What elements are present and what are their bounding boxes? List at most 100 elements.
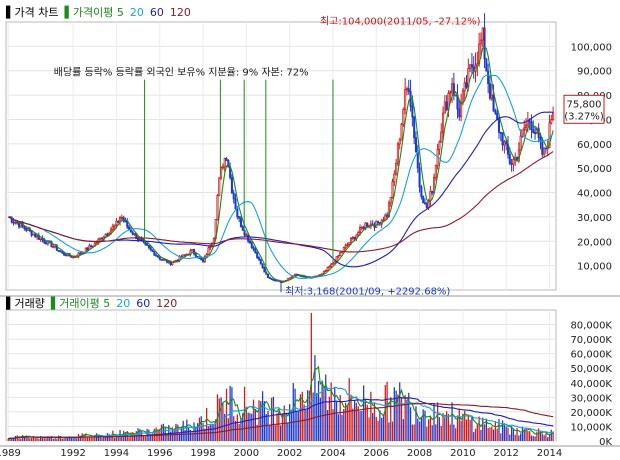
price-candle	[263, 267, 266, 273]
price-candle	[281, 281, 284, 283]
price-candle	[454, 94, 457, 97]
volume-bar	[245, 406, 247, 441]
price-candle	[384, 214, 387, 221]
price-candle	[328, 266, 331, 269]
price-candle	[342, 247, 345, 252]
price-candle	[324, 270, 327, 273]
volume-bar	[507, 427, 509, 441]
volume-bar	[393, 387, 395, 441]
price-candle	[470, 64, 473, 68]
volume-bar	[501, 420, 504, 441]
volume-bar	[402, 419, 404, 441]
volume-bar	[50, 436, 53, 441]
price-candle	[218, 177, 221, 196]
volume-bar	[510, 426, 513, 441]
volume-bar	[70, 437, 72, 441]
volume-bar	[173, 429, 175, 441]
volume-bar	[539, 431, 542, 441]
price-candle	[128, 226, 131, 230]
price-candle	[541, 141, 544, 155]
volume-bar	[99, 437, 101, 441]
volume-bar	[247, 412, 249, 441]
volume-bar	[343, 409, 345, 441]
price-candle	[250, 242, 253, 248]
x-tick-label: 1989	[0, 448, 21, 459]
price-candle	[525, 124, 528, 129]
volume-bar	[326, 410, 329, 441]
price-candle	[50, 241, 53, 248]
price-candle	[81, 252, 84, 255]
price-candle	[183, 254, 187, 257]
price-candle	[449, 91, 452, 94]
volume-bar	[86, 437, 89, 441]
price-candle	[440, 131, 443, 143]
price-candle	[344, 244, 347, 248]
x-tick-label: 2000	[234, 448, 259, 459]
price-candle	[232, 192, 235, 200]
volume-bar	[492, 429, 495, 441]
price-candle	[442, 112, 445, 133]
volume-bar	[357, 406, 359, 441]
volume-bar	[341, 414, 343, 441]
price-candle	[26, 228, 30, 231]
volume-bar	[263, 401, 266, 441]
low-annotation: 최저:3,168(2001/09, +2292.68%)	[285, 285, 450, 297]
price-candle	[95, 242, 98, 244]
volume-bar	[23, 437, 26, 441]
volume-bar	[242, 413, 244, 441]
volume-bar	[224, 413, 226, 441]
current-value-label: 75,800	[567, 99, 602, 110]
volume-bar	[500, 433, 502, 441]
volume-bar	[272, 396, 275, 441]
volume-bar	[162, 423, 164, 441]
volume-bar	[390, 397, 392, 441]
volume-bar	[115, 434, 118, 441]
volume-plot-area	[5, 309, 557, 442]
volume-bar	[227, 418, 229, 441]
price-candle	[111, 225, 114, 231]
price-plot-area	[5, 21, 557, 291]
volume-bar	[189, 429, 192, 441]
price-candle	[411, 105, 414, 118]
price-candle	[108, 232, 111, 236]
price-candle	[348, 242, 351, 245]
volume-bar	[530, 435, 533, 441]
price-y-tick-label: 20,000	[577, 237, 612, 248]
volume-bar	[545, 433, 547, 441]
volume-bar	[453, 424, 455, 441]
volume-bar	[61, 438, 63, 441]
volume-bar	[215, 419, 217, 441]
price-candle	[256, 252, 259, 258]
x-tick-label: 2010	[450, 448, 475, 459]
volume-bar	[43, 438, 45, 441]
price-candle	[395, 162, 398, 175]
price-candle	[99, 237, 102, 240]
volume-y-tick-label: 60,000K	[570, 350, 612, 361]
x-tick-label: 1998	[190, 448, 215, 459]
volume-bar	[261, 391, 264, 441]
volume-bar	[548, 433, 551, 441]
price-candle	[301, 275, 304, 278]
volume-bar	[222, 403, 224, 441]
price-candle	[534, 132, 537, 135]
price-candle	[404, 89, 407, 110]
price-candle	[290, 276, 293, 279]
volume-bar	[249, 413, 251, 441]
volume-bar	[400, 397, 403, 441]
volume-bar	[427, 419, 430, 441]
volume-bar	[377, 420, 379, 441]
volume-bar	[465, 419, 468, 441]
volume-bar	[478, 416, 480, 441]
price-candle	[268, 277, 271, 279]
price-candle	[481, 27, 484, 41]
price-candle	[39, 238, 42, 240]
volume-bar	[312, 392, 314, 441]
volume-bar	[417, 418, 419, 441]
volume-bar	[49, 437, 51, 441]
volume-bar	[494, 421, 497, 441]
price-candle	[120, 217, 123, 219]
price-candle	[216, 195, 219, 221]
current-change-label: (3.27%)	[564, 111, 604, 122]
volume-bar	[348, 378, 350, 441]
price-candle	[469, 64, 472, 69]
